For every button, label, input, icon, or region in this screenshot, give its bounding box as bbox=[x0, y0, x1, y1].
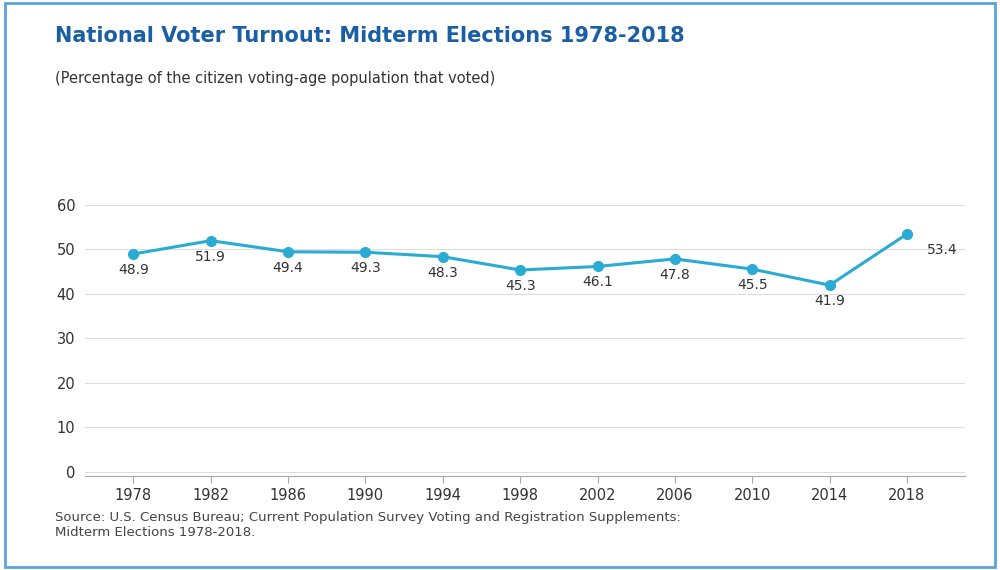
Text: Source: U.S. Census Bureau; Current Population Survey Voting and Registration Su: Source: U.S. Census Bureau; Current Popu… bbox=[55, 511, 681, 539]
Text: 41.9: 41.9 bbox=[814, 294, 845, 308]
Text: (Percentage of the citizen voting-age population that voted): (Percentage of the citizen voting-age po… bbox=[55, 71, 495, 86]
Text: 49.4: 49.4 bbox=[273, 260, 303, 275]
Text: 49.3: 49.3 bbox=[350, 261, 381, 275]
Text: 47.8: 47.8 bbox=[660, 268, 690, 282]
Text: 45.3: 45.3 bbox=[505, 279, 535, 293]
Text: 51.9: 51.9 bbox=[195, 250, 226, 263]
Text: 48.3: 48.3 bbox=[427, 266, 458, 279]
Text: 48.9: 48.9 bbox=[118, 263, 149, 277]
Text: 45.5: 45.5 bbox=[737, 278, 768, 292]
Text: 53.4: 53.4 bbox=[926, 243, 957, 257]
Text: 46.1: 46.1 bbox=[582, 275, 613, 290]
Text: National Voter Turnout: Midterm Elections 1978-2018: National Voter Turnout: Midterm Election… bbox=[55, 26, 685, 46]
